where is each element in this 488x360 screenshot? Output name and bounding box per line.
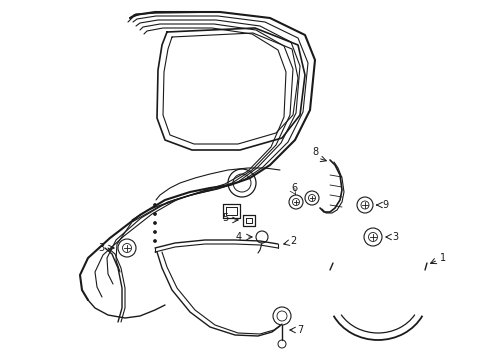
Text: 5: 5 — [221, 213, 227, 223]
Text: 8: 8 — [311, 147, 317, 157]
Text: 4: 4 — [235, 232, 242, 242]
Circle shape — [153, 230, 156, 234]
Circle shape — [153, 203, 156, 207]
Circle shape — [153, 239, 156, 243]
Text: 3: 3 — [391, 232, 397, 242]
Text: 1: 1 — [439, 253, 445, 263]
Text: 7: 7 — [296, 325, 303, 335]
Text: 3: 3 — [98, 243, 104, 253]
Text: 6: 6 — [290, 183, 296, 193]
Text: 2: 2 — [289, 236, 296, 246]
Circle shape — [153, 212, 156, 216]
Text: 9: 9 — [381, 200, 387, 210]
Circle shape — [153, 221, 156, 225]
